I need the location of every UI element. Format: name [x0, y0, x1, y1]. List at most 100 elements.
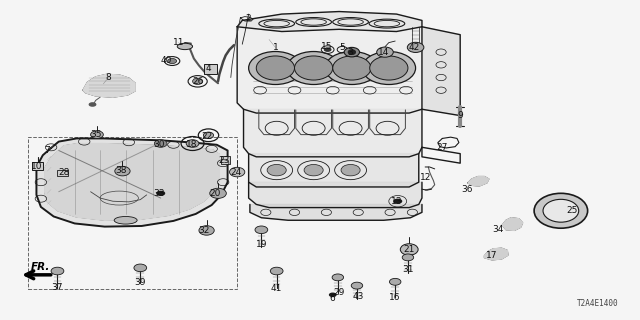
Ellipse shape: [370, 56, 408, 80]
Polygon shape: [248, 154, 419, 187]
Circle shape: [324, 48, 331, 51]
Bar: [204, 64, 217, 74]
Text: 8: 8: [106, 73, 111, 82]
Polygon shape: [422, 27, 460, 116]
Ellipse shape: [186, 140, 199, 147]
Text: 10: 10: [31, 162, 42, 171]
Text: 24: 24: [230, 168, 241, 177]
Ellipse shape: [114, 216, 137, 224]
Polygon shape: [250, 204, 422, 220]
Text: 11: 11: [173, 38, 184, 47]
Ellipse shape: [348, 50, 356, 55]
Ellipse shape: [543, 199, 579, 222]
Ellipse shape: [204, 132, 214, 139]
Text: 21: 21: [404, 245, 415, 254]
Text: 26: 26: [192, 77, 204, 86]
Circle shape: [157, 191, 164, 195]
Text: 28: 28: [58, 168, 70, 177]
Ellipse shape: [248, 52, 302, 84]
Ellipse shape: [332, 274, 344, 281]
Polygon shape: [502, 218, 523, 230]
Text: 31: 31: [402, 265, 413, 274]
Bar: [221, 156, 230, 164]
Ellipse shape: [390, 278, 401, 285]
Text: 13: 13: [390, 197, 402, 206]
Text: 30: 30: [154, 140, 165, 149]
Ellipse shape: [294, 56, 333, 80]
Text: 5: 5: [339, 43, 345, 52]
Text: 15: 15: [321, 42, 332, 51]
Polygon shape: [468, 177, 489, 186]
Ellipse shape: [154, 140, 167, 147]
Text: 27: 27: [436, 143, 448, 152]
Text: 17: 17: [486, 251, 498, 260]
Text: 14: 14: [378, 48, 389, 57]
Text: 22: 22: [201, 132, 212, 141]
Ellipse shape: [304, 164, 323, 176]
Ellipse shape: [341, 164, 360, 176]
Ellipse shape: [267, 164, 286, 176]
Polygon shape: [36, 139, 228, 227]
Ellipse shape: [287, 52, 340, 84]
Ellipse shape: [270, 267, 283, 275]
Text: T2A4E1400: T2A4E1400: [577, 299, 618, 308]
Text: 19: 19: [255, 240, 267, 249]
Ellipse shape: [362, 52, 415, 84]
Text: 23: 23: [219, 156, 230, 165]
Text: 20: 20: [209, 189, 221, 198]
Text: 9: 9: [458, 111, 463, 120]
Ellipse shape: [193, 78, 203, 84]
Polygon shape: [237, 27, 422, 113]
Bar: [32, 162, 44, 170]
Ellipse shape: [255, 226, 268, 234]
Polygon shape: [484, 248, 508, 260]
Circle shape: [394, 199, 401, 203]
Text: 38: 38: [115, 166, 127, 175]
Ellipse shape: [400, 244, 418, 255]
Ellipse shape: [377, 47, 394, 57]
Polygon shape: [237, 12, 422, 32]
Text: 41: 41: [271, 284, 282, 293]
Bar: [28, 137, 237, 289]
Circle shape: [330, 293, 336, 296]
Ellipse shape: [351, 282, 363, 289]
Text: 3: 3: [348, 48, 353, 57]
Text: 1: 1: [273, 43, 278, 52]
Ellipse shape: [115, 166, 130, 176]
Text: 12: 12: [419, 173, 431, 182]
Polygon shape: [45, 143, 220, 220]
Text: 32: 32: [198, 226, 210, 235]
Ellipse shape: [325, 52, 379, 84]
Polygon shape: [248, 182, 422, 208]
Ellipse shape: [534, 193, 588, 228]
Ellipse shape: [256, 56, 294, 80]
Polygon shape: [83, 74, 135, 97]
Text: 34: 34: [493, 225, 504, 234]
Ellipse shape: [210, 188, 227, 198]
Ellipse shape: [402, 254, 413, 261]
Ellipse shape: [168, 59, 177, 64]
Text: 4: 4: [205, 63, 211, 73]
Text: 40: 40: [160, 56, 172, 65]
Text: FR.: FR.: [31, 262, 51, 272]
Text: 2: 2: [246, 14, 252, 23]
Text: 39: 39: [134, 278, 146, 287]
Text: 42: 42: [409, 43, 420, 52]
Text: 36: 36: [461, 185, 472, 194]
Circle shape: [90, 103, 96, 106]
Polygon shape: [244, 109, 422, 157]
Text: 29: 29: [333, 288, 345, 297]
Ellipse shape: [230, 167, 245, 177]
Ellipse shape: [134, 264, 147, 272]
Ellipse shape: [91, 131, 103, 139]
Text: 18: 18: [186, 140, 197, 149]
Text: 37: 37: [52, 283, 63, 292]
Ellipse shape: [177, 43, 193, 50]
Ellipse shape: [333, 56, 371, 80]
Ellipse shape: [407, 42, 424, 52]
Text: 33: 33: [154, 189, 165, 198]
Text: 43: 43: [353, 292, 364, 301]
Text: 25: 25: [566, 206, 577, 215]
Ellipse shape: [51, 267, 64, 275]
Text: 7: 7: [44, 146, 50, 155]
